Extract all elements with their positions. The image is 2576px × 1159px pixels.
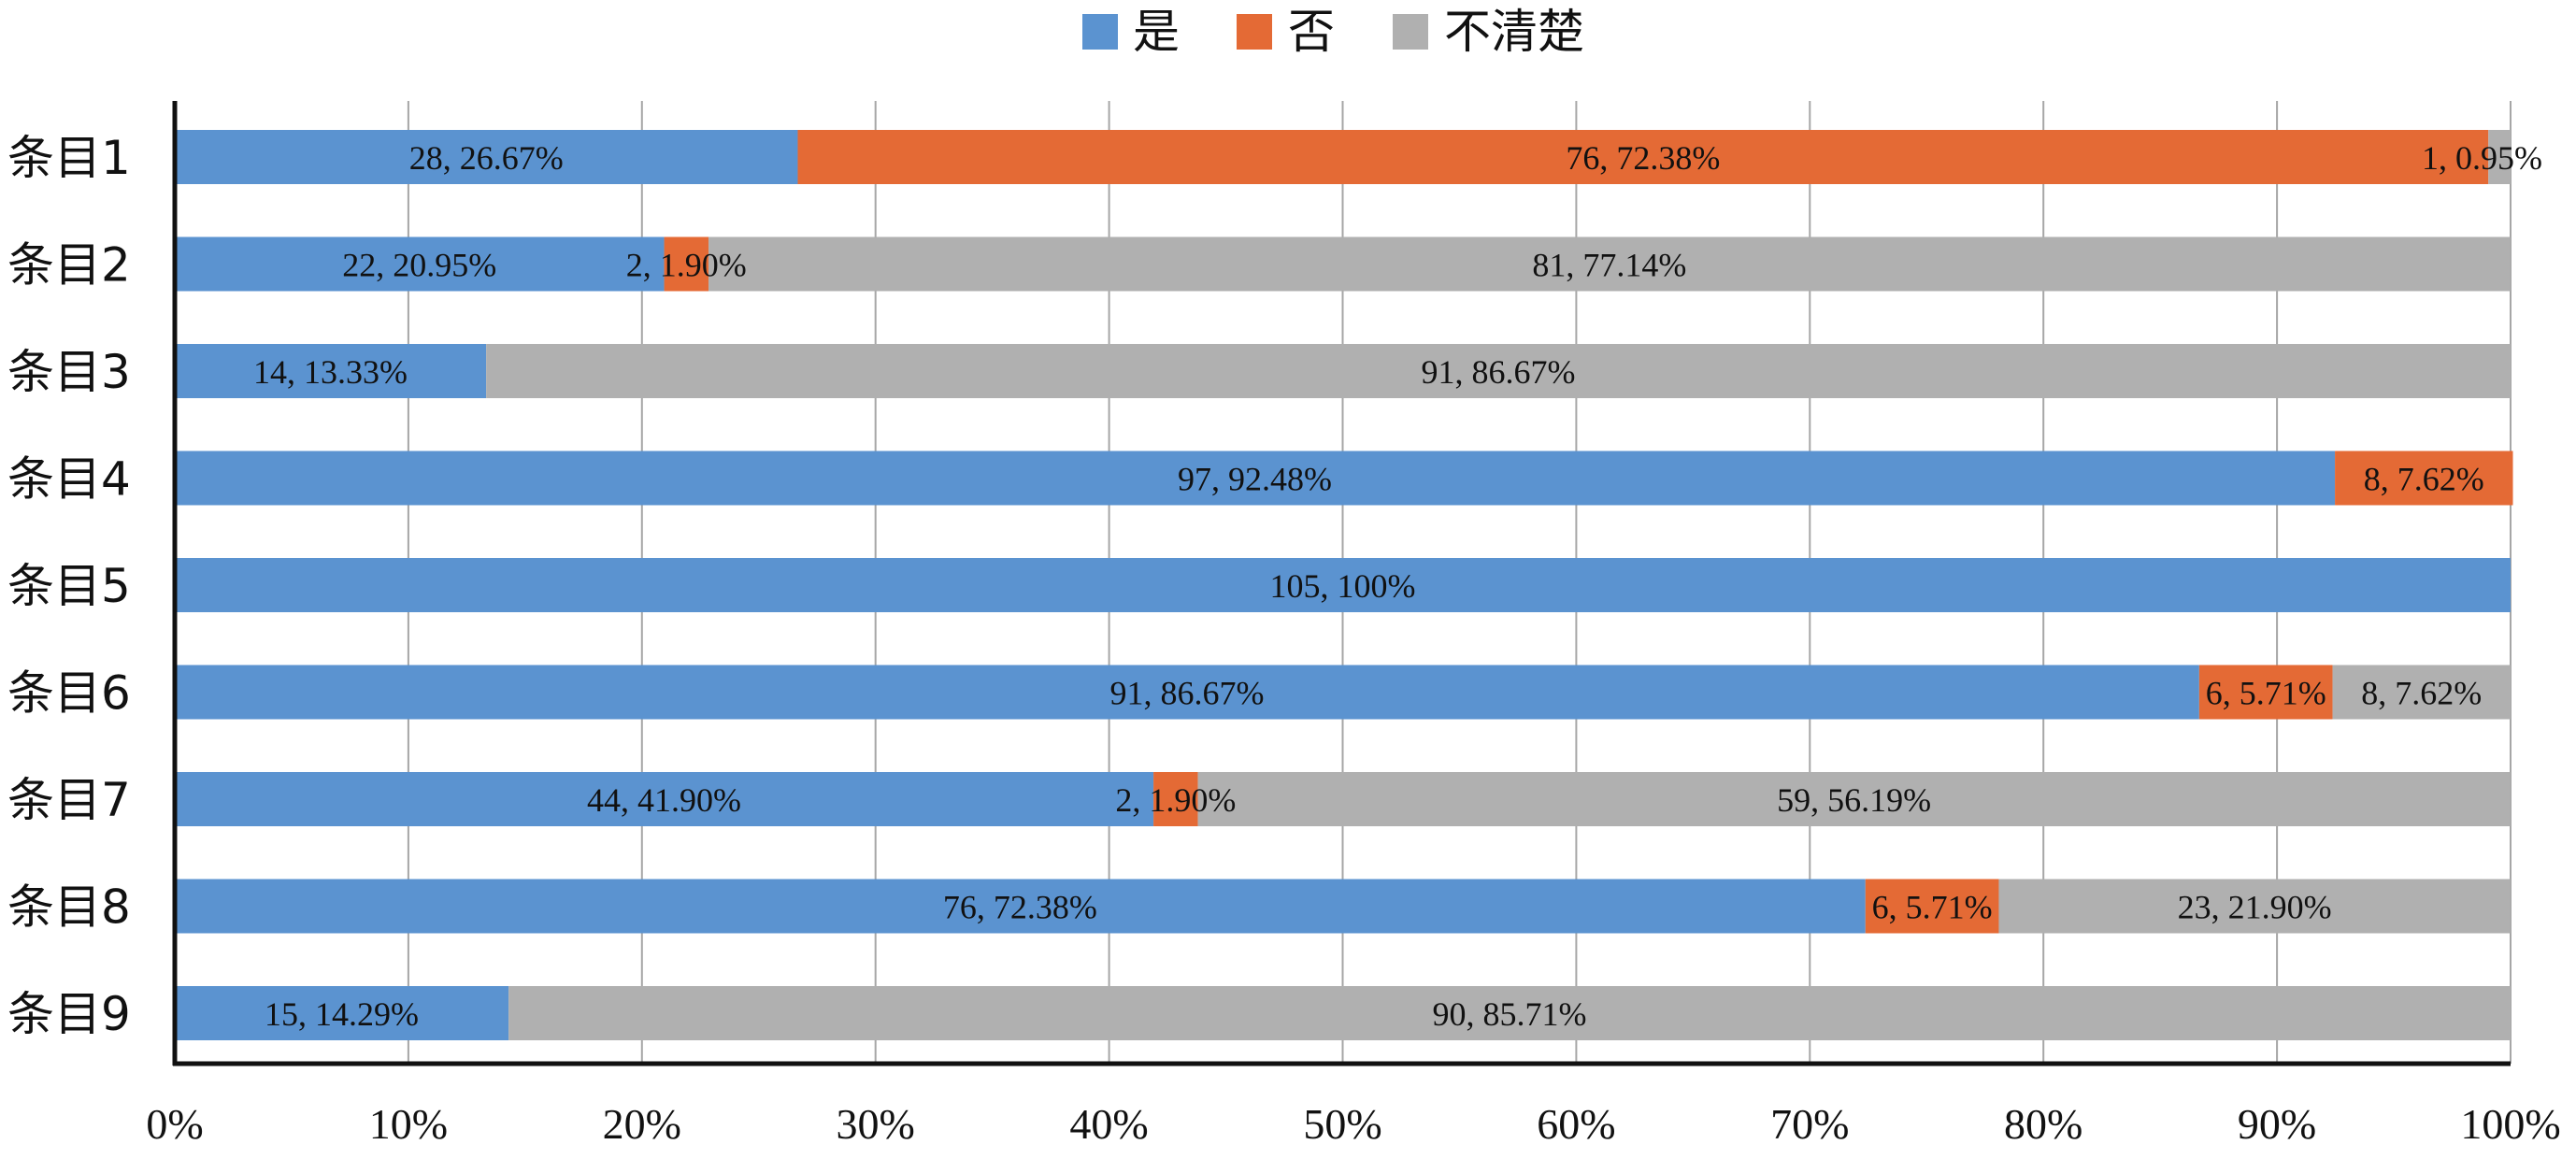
data-label: 15, 14.29% — [265, 995, 419, 1033]
data-label: 22, 20.95% — [342, 247, 496, 284]
bar-segment — [175, 130, 798, 184]
category-label: 条目1 — [7, 131, 131, 185]
bar-segment — [1998, 879, 2511, 934]
data-label: 81, 77.14% — [1532, 247, 1686, 284]
bar-segment — [664, 236, 709, 292]
data-label: 2, 1.90% — [1115, 781, 1236, 819]
bar-segment — [175, 879, 1866, 934]
category-label: 条目2 — [7, 238, 131, 293]
bar-segment — [175, 451, 2336, 506]
bars — [175, 130, 2513, 1040]
data-labels: 28, 26.67% 76, 72.38% 1, 0.95% 22, 20.95% 2,… — [253, 139, 2542, 1033]
x-tick-label: 40% — [1069, 1100, 1148, 1148]
data-label: 91, 86.67% — [1422, 353, 1576, 391]
bar-segment — [175, 772, 1154, 826]
data-label: 1, 0.95% — [2422, 139, 2542, 177]
x-tick-label: 10% — [369, 1100, 448, 1148]
category-label: 条目6 — [7, 666, 131, 721]
data-label: 44, 41.90% — [587, 781, 741, 819]
legend-label: 不清楚 — [1444, 5, 1584, 59]
x-tick-label: 30% — [837, 1100, 915, 1148]
bar-segment — [2198, 665, 2333, 720]
bar-segment — [175, 558, 2511, 612]
data-label: 14, 13.33% — [253, 353, 408, 391]
bar-segment — [1153, 772, 1198, 826]
bar-segment — [2488, 130, 2511, 184]
legend-label: 否 — [1288, 5, 1335, 59]
bar-segment — [797, 130, 2489, 184]
data-label: 76, 72.38% — [943, 889, 1097, 926]
x-tick-label: 90% — [2238, 1100, 2316, 1148]
x-tick-label: 60% — [1537, 1100, 1615, 1148]
data-label: 90, 85.71% — [1433, 995, 1587, 1033]
data-label: 8, 7.62% — [2364, 461, 2484, 498]
bar-segment — [486, 344, 2511, 398]
data-label: 28, 26.67% — [409, 139, 564, 177]
data-label: 97, 92.48% — [1178, 461, 1332, 498]
bar-segment — [175, 986, 509, 1040]
legend: 是 否 不清楚 — [1082, 5, 1584, 59]
bar-segment — [708, 236, 2511, 292]
data-label: 23, 21.90% — [2178, 889, 2332, 926]
category-label: 条目9 — [7, 987, 131, 1041]
data-label: 105, 100% — [1270, 567, 1416, 605]
x-tick-label: 70% — [1770, 1100, 1849, 1148]
x-tick-label: 100% — [2460, 1100, 2560, 1148]
bar-segment — [175, 344, 487, 398]
data-label: 8, 7.62% — [2361, 675, 2482, 712]
bar-segment — [175, 665, 2199, 720]
bar-segment — [2332, 665, 2511, 720]
category-label: 条目3 — [7, 345, 131, 399]
data-label: 76, 72.38% — [1566, 139, 1720, 177]
data-label: 2, 1.90% — [626, 247, 747, 284]
bar-segment — [508, 986, 2511, 1040]
legend-label: 是 — [1133, 5, 1180, 59]
legend-swatch — [1082, 14, 1118, 50]
x-tick-label: 50% — [1303, 1100, 1381, 1148]
x-tick-label: 80% — [2004, 1100, 2082, 1148]
category-label: 条目8 — [7, 880, 131, 935]
data-label: 6, 5.71% — [2206, 675, 2326, 712]
bar-segment — [2335, 451, 2513, 506]
axes: 0% 10% 20% 30% 40% 50% 60% 70% 80% 90% 100% 条目1 条目2 条… — [7, 101, 2561, 1148]
x-tick-label: 0% — [146, 1100, 203, 1148]
category-label: 条目5 — [7, 559, 131, 613]
data-label: 91, 86.67% — [1109, 675, 1264, 712]
legend-swatch — [1237, 14, 1272, 50]
data-label: 6, 5.71% — [1872, 889, 1993, 926]
bar-segment — [175, 236, 665, 292]
category-label: 条目7 — [7, 773, 131, 827]
data-label: 59, 56.19% — [1777, 781, 1931, 819]
legend-swatch — [1393, 14, 1428, 50]
category-label: 条目4 — [7, 452, 131, 507]
bar-segment — [1865, 879, 1999, 934]
bar-segment — [1197, 772, 2511, 826]
x-tick-label: 20% — [603, 1100, 681, 1148]
